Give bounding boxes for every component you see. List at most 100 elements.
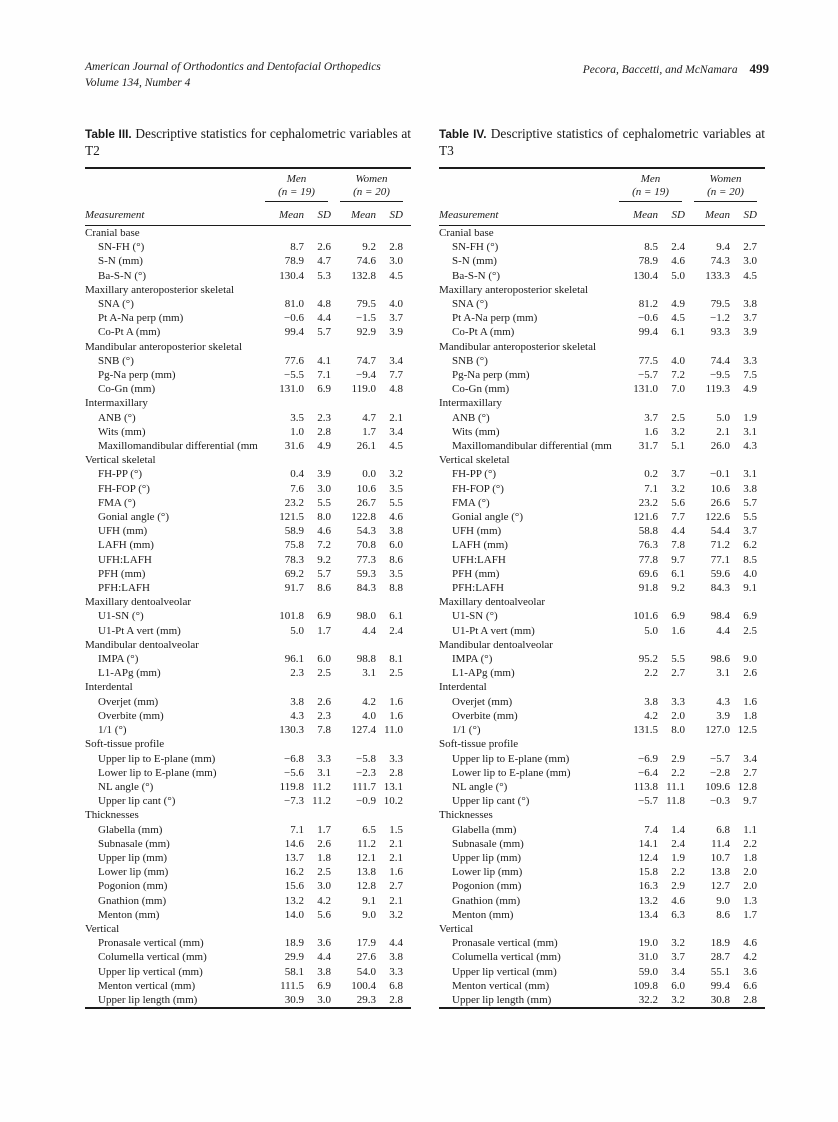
value-cell: 5.7 [317,567,331,580]
value-cell: 2.1 [389,894,403,907]
value-cell: 3.6 [317,937,331,950]
value-cell: 78.3 [284,553,304,566]
value-cell: 75.8 [284,539,304,552]
table-row: SNB (°) 77.5 4.0 74.4 3.3 [439,354,765,368]
value-cell: 4.6 [317,525,331,538]
value-cell: −5.6 [284,766,304,779]
table-row: Upper lip to E-plane (mm) −6.9 2.9 −5.7 3.4 [439,752,765,766]
table-row: UFH (mm) 58.8 4.4 54.4 3.7 [439,524,765,538]
measurement-label: U1-Pt A vert (mm) [98,624,181,637]
value-cell: 111.7 [352,780,376,793]
section-header-row: Thicknesses [85,808,411,822]
value-cell: 79.5 [710,298,730,310]
table-row: Upper lip (mm) 13.7 1.8 12.1 2.1 [85,851,411,865]
value-cell: 77.5 [638,354,658,367]
measurement-label: SNB (°) [452,354,488,367]
table-row: Menton (mm) 14.0 5.6 9.0 3.2 [85,908,411,922]
section-title: Cranial base [439,226,494,239]
section-title: Maxillary dentoalveolar [85,596,191,609]
measurement-label: FMA (°) [98,496,136,509]
value-cell: 130.4 [633,269,658,282]
value-cell: 59.3 [356,567,376,580]
group-header-spacer [85,168,258,203]
value-cell: 121.6 [633,511,658,524]
value-cell: 119.3 [705,383,730,396]
table-row: SNA (°) 81.2 4.9 79.5 3.8 [439,297,765,311]
table-iv-caption: Table IV. Descriptive statistics of ceph… [439,126,765,160]
men-group-label: Men [640,172,661,185]
value-cell: 4.0 [389,298,403,310]
table-row: ANB (°) 3.7 2.5 5.0 1.9 [439,411,765,425]
value-cell: 1.3 [743,894,757,907]
value-cell: 91.8 [638,582,658,595]
value-cell: 130.4 [279,269,304,282]
measurement-column-header: Measurement [439,202,612,226]
women-mean-header: Mean [331,202,376,226]
value-cell: 3.2 [671,425,685,438]
value-cell: 3.0 [743,255,757,268]
value-cell: 4.4 [317,951,331,964]
women-group-n: (n = 20) [353,185,390,198]
section-header-row: Intermaxillary [85,396,411,410]
table-row: Lower lip to E-plane (mm) −5.6 3.1 −2.3 2.8 [85,766,411,780]
measurement-label: Pogonion (mm) [98,880,168,893]
value-cell: 9.1 [743,582,757,595]
value-cell: −0.6 [284,312,304,325]
value-cell: −5.8 [356,752,376,765]
value-cell: 14.6 [284,837,304,850]
value-cell: 131.5 [633,724,658,737]
table-row: Columella vertical (mm) 31.0 3.7 28.7 4.2 [439,950,765,964]
column-header-row: Measurement Mean SD Mean SD [439,202,765,226]
value-cell: 96.1 [284,653,304,666]
women-group-header: Women (n = 20) [331,168,411,203]
value-cell: −1.2 [710,312,730,325]
value-cell: −0.3 [710,795,730,808]
table-row: LAFH (mm) 75.8 7.2 70.8 6.0 [85,538,411,552]
value-cell: 16.3 [638,880,658,893]
value-cell: 4.3 [743,440,757,453]
measurement-label: Overbite (mm) [98,709,164,722]
table-row: Pg-Na perp (mm) −5.5 7.1 −9.4 7.7 [85,368,411,382]
table-iii-body: Cranial base SN-FH (°) 8.7 2.6 9.2 2.8 S-N (mm… [85,225,411,1008]
value-cell: 127.4 [351,724,376,737]
value-cell: 4.0 [743,567,757,580]
value-cell: 1.9 [743,411,757,424]
measurement-label: Maxillomandibular differential (mm) [98,440,258,453]
value-cell: 6.0 [389,539,403,552]
value-cell: 7.1 [290,823,304,836]
value-cell: 4.0 [362,709,376,722]
table-row: PFH:LAFH 91.8 9.2 84.3 9.1 [439,581,765,595]
value-cell: 6.8 [389,979,403,992]
value-cell: 6.9 [317,610,331,623]
value-cell: 8.5 [644,241,658,254]
section-header-row: Vertical [85,922,411,936]
table-row: Lower lip (mm) 16.2 2.5 13.8 1.6 [85,865,411,879]
value-cell: 11.2 [312,795,331,808]
measurement-label: IMPA (°) [98,653,139,666]
table-row: IMPA (°) 96.1 6.0 98.8 8.1 [85,652,411,666]
value-cell: 18.9 [284,937,304,950]
value-cell: 3.7 [671,468,685,481]
table-row: 1/1 (°) 131.5 8.0 127.0 12.5 [439,723,765,737]
value-cell: 5.7 [743,496,757,509]
value-cell: 10.7 [710,851,730,864]
value-cell: 4.2 [743,951,757,964]
measurement-label: Glabella (mm) [98,823,163,836]
value-cell: 3.7 [671,951,685,964]
value-cell: 1.6 [644,425,658,438]
table-row: Pt A-Na perp (mm) −0.6 4.5 −1.2 3.7 [439,311,765,325]
section-title: Mandibular dentoalveolar [85,638,199,651]
table-row: Pronasale vertical (mm) 18.9 3.6 17.9 4.4 [85,936,411,950]
value-cell: 5.5 [317,496,331,509]
value-cell: 3.7 [743,525,757,538]
value-cell: 5.0 [644,624,658,637]
table-row: Wits (mm) 1.6 3.2 2.1 3.1 [439,425,765,439]
journal-identification: American Journal of Orthodontics and Den… [85,60,381,91]
value-cell: 2.3 [290,667,304,680]
value-cell: 78.9 [284,255,304,268]
value-cell: 7.5 [743,369,757,382]
table-row: SNB (°) 77.6 4.1 74.7 3.4 [85,354,411,368]
value-cell: 122.8 [351,511,376,524]
table-row: Upper lip vertical (mm) 58.1 3.8 54.0 3.3 [85,965,411,979]
